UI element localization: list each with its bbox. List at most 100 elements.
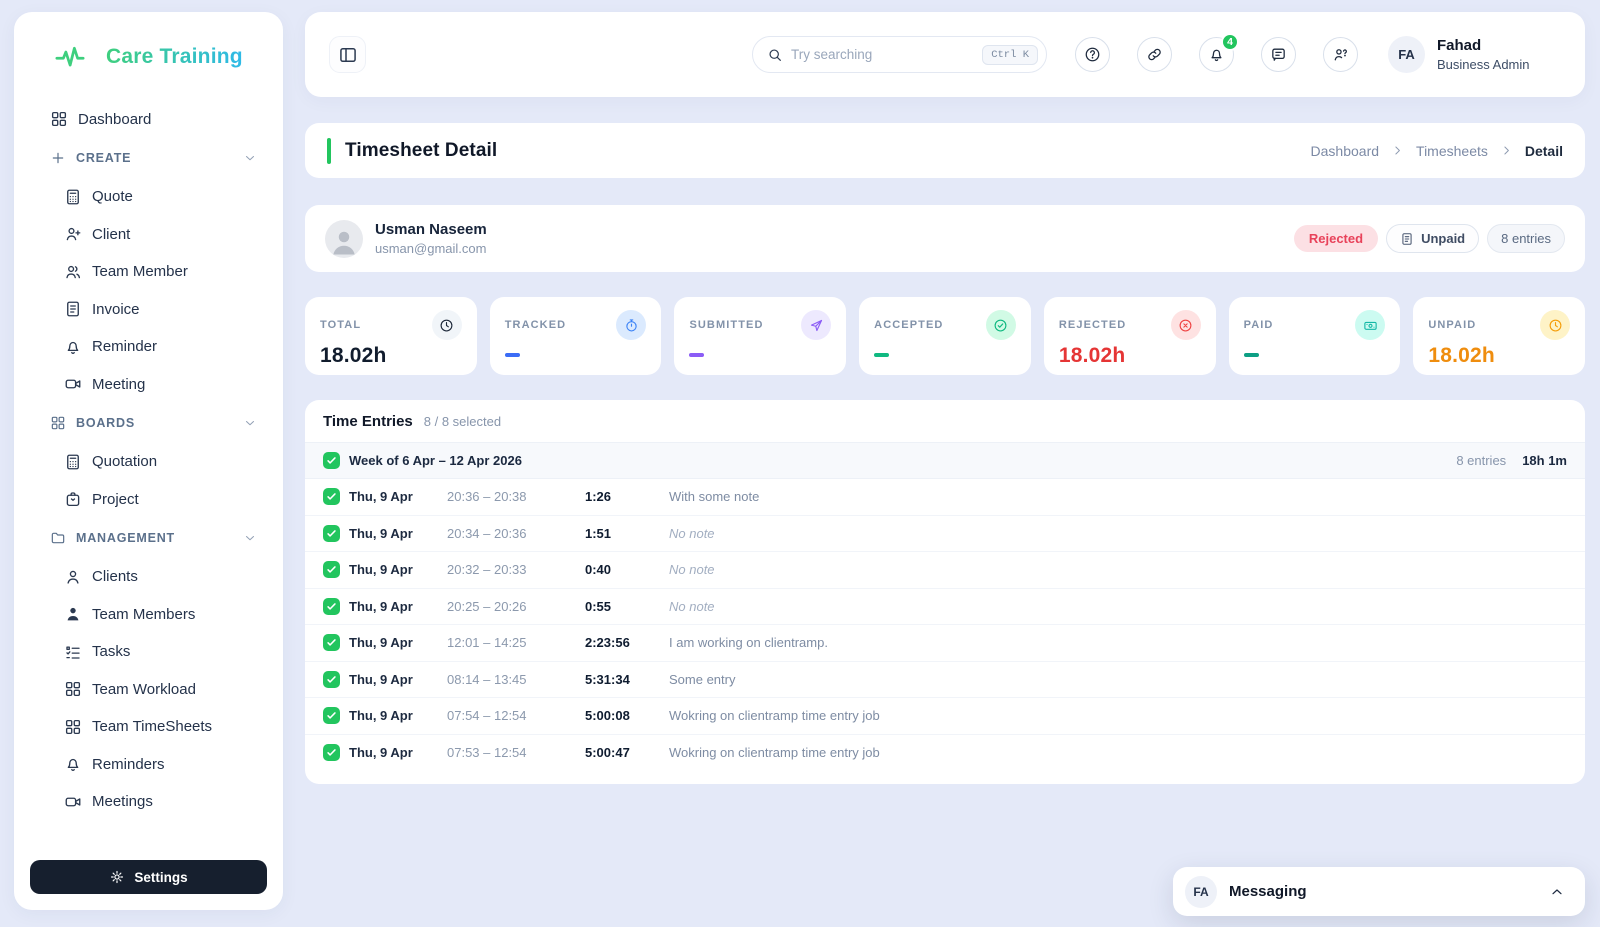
sidebar-item-project[interactable]: Project	[34, 481, 267, 519]
help-button[interactable]	[1075, 37, 1110, 72]
stat-card-unpaid: UNPAID 18.02h	[1413, 297, 1586, 375]
sidebar-item-reminders[interactable]: Reminders	[34, 746, 267, 784]
sidebar-section-management[interactable]: MANAGEMENT	[34, 518, 267, 558]
sidebar-item-reminder[interactable]: Reminder	[34, 328, 267, 366]
sidebar-item-clients[interactable]: Clients	[34, 558, 267, 596]
time-entry-row: Thu, 9 Apr 20:34 – 20:36 1:51 No note	[305, 516, 1585, 552]
video-icon	[64, 793, 82, 811]
stat-label: PAID	[1243, 319, 1274, 331]
search-box[interactable]: Ctrl K	[752, 36, 1047, 73]
sidebar-item-dashboard[interactable]: Dashboard	[34, 100, 267, 138]
entry-checkbox[interactable]	[323, 670, 340, 688]
entry-checkbox[interactable]	[323, 744, 340, 762]
sidebar-section-boards[interactable]: BOARDS	[34, 403, 267, 443]
sidebar-item-quotation[interactable]: Quotation	[34, 443, 267, 481]
breadcrumb-item-timesheets[interactable]: Timesheets	[1416, 142, 1488, 159]
notifications-button[interactable]: 4	[1199, 33, 1239, 72]
user-menu[interactable]: FA Fahad Business Admin	[1388, 36, 1530, 73]
search-input[interactable]	[791, 47, 975, 62]
stat-label: TRACKED	[504, 319, 567, 331]
invoice-icon	[1400, 232, 1414, 246]
sidebar-section-create[interactable]: CREATE	[34, 138, 267, 178]
sidebar-item-label: MANAGEMENT	[76, 531, 175, 545]
employee-avatar	[325, 219, 363, 258]
messaging-label: Messaging	[1229, 883, 1307, 900]
sidebar-item-label: Client	[92, 225, 131, 243]
briefcase-icon	[64, 490, 82, 508]
panel-left-icon	[338, 45, 358, 65]
check-icon	[326, 455, 337, 466]
topbar-actions: 4	[1075, 33, 1358, 72]
link-button[interactable]	[1137, 37, 1172, 72]
stat-value: 18.02h	[1428, 344, 1495, 367]
chevron-down-icon[interactable]	[243, 531, 257, 545]
search-icon	[767, 47, 783, 63]
sidebar-item-label: Quote	[92, 188, 133, 206]
x-circle-icon	[1170, 310, 1201, 340]
entry-checkbox[interactable]	[323, 707, 340, 725]
title-accent-bar	[327, 137, 331, 164]
sidebar-item-meeting[interactable]: Meeting	[34, 366, 267, 404]
sidebar-item-team-workload[interactable]: Team Workload	[34, 671, 267, 709]
employee-card: Usman Naseem usman@gmail.com Rejected Un…	[305, 205, 1585, 272]
sidebar-item-quote[interactable]: Quote	[34, 178, 267, 216]
sidebar-item-tasks[interactable]: Tasks	[34, 633, 267, 671]
sidebar-item-invoice[interactable]: Invoice	[34, 291, 267, 329]
user-icon	[64, 568, 82, 586]
sidebar-item-team-member[interactable]: Team Member	[34, 253, 267, 291]
messaging-panel[interactable]: FA Messaging	[1173, 867, 1585, 916]
entry-time-range: 20:25 – 20:26	[447, 598, 527, 614]
sidebar-item-label: Meetings	[92, 793, 153, 811]
week-checkbox[interactable]	[323, 452, 340, 469]
settings-button[interactable]: Settings	[30, 860, 267, 894]
sidebar-item-label: Quotation	[92, 453, 158, 471]
entry-duration: 1:51	[585, 525, 612, 541]
entry-note: No note	[669, 562, 715, 578]
stat-card-total: TOTAL 18.02h	[305, 297, 477, 375]
help-icon	[1084, 46, 1101, 63]
entry-checkbox[interactable]	[323, 634, 340, 652]
entry-note: No note	[669, 525, 715, 541]
entry-checkbox[interactable]	[323, 597, 340, 615]
entry-date: Thu, 9 Apr	[349, 489, 413, 505]
chevron-down-icon[interactable]	[243, 151, 257, 165]
entry-time-range: 20:36 – 20:38	[447, 489, 527, 505]
search-shortcut: Ctrl K	[982, 44, 1038, 65]
user-question-button[interactable]	[1323, 37, 1358, 72]
entry-checkbox[interactable]	[323, 488, 340, 506]
send-icon	[801, 310, 832, 340]
employee-name: Usman Naseem	[375, 221, 487, 238]
entry-date: Thu, 9 Apr	[349, 745, 413, 761]
entry-checkbox[interactable]	[323, 561, 340, 579]
breadcrumb-item-dashboard[interactable]: Dashboard	[1310, 142, 1380, 159]
sidebar-item-label: Clients	[92, 568, 138, 586]
week-total-duration: 18h 1m	[1522, 453, 1567, 468]
plus-icon	[50, 150, 66, 166]
messaging-avatar: FA	[1185, 875, 1217, 908]
chevron-up-icon	[1549, 884, 1565, 900]
entry-duration: 0:55	[585, 598, 612, 614]
sidebar-item-client[interactable]: Client	[34, 216, 267, 254]
entry-date: Thu, 9 Apr	[349, 525, 413, 541]
entry-note: No note	[669, 598, 715, 614]
entry-date: Thu, 9 Apr	[349, 635, 413, 651]
entry-duration: 5:31:34	[585, 671, 630, 687]
entry-note: With some note	[669, 489, 760, 505]
check-icon	[326, 601, 337, 612]
entry-checkbox[interactable]	[323, 524, 340, 542]
folder-icon	[50, 530, 66, 546]
dashboard-icon	[64, 680, 82, 698]
sidebar-item-team-members[interactable]: Team Members	[34, 596, 267, 634]
chat-button[interactable]	[1261, 37, 1296, 72]
sidebar-toggle-button[interactable]	[329, 36, 366, 73]
sidebar-item-label: Dashboard	[78, 110, 152, 128]
notification-count-badge: 4	[1221, 33, 1239, 51]
week-label: Week of 6 Apr – 12 Apr 2026	[349, 453, 522, 468]
entry-note: Some entry	[669, 671, 736, 687]
sidebar-item-team-timesheets[interactable]: Team TimeSheets	[34, 708, 267, 746]
sidebar-item-meetings[interactable]: Meetings	[34, 783, 267, 821]
file-text-icon	[64, 300, 82, 318]
chevron-down-icon[interactable]	[243, 416, 257, 430]
entry-date: Thu, 9 Apr	[349, 708, 413, 724]
time-entry-row: Thu, 9 Apr 07:53 – 12:54 5:00:47 Wokring…	[305, 735, 1585, 772]
